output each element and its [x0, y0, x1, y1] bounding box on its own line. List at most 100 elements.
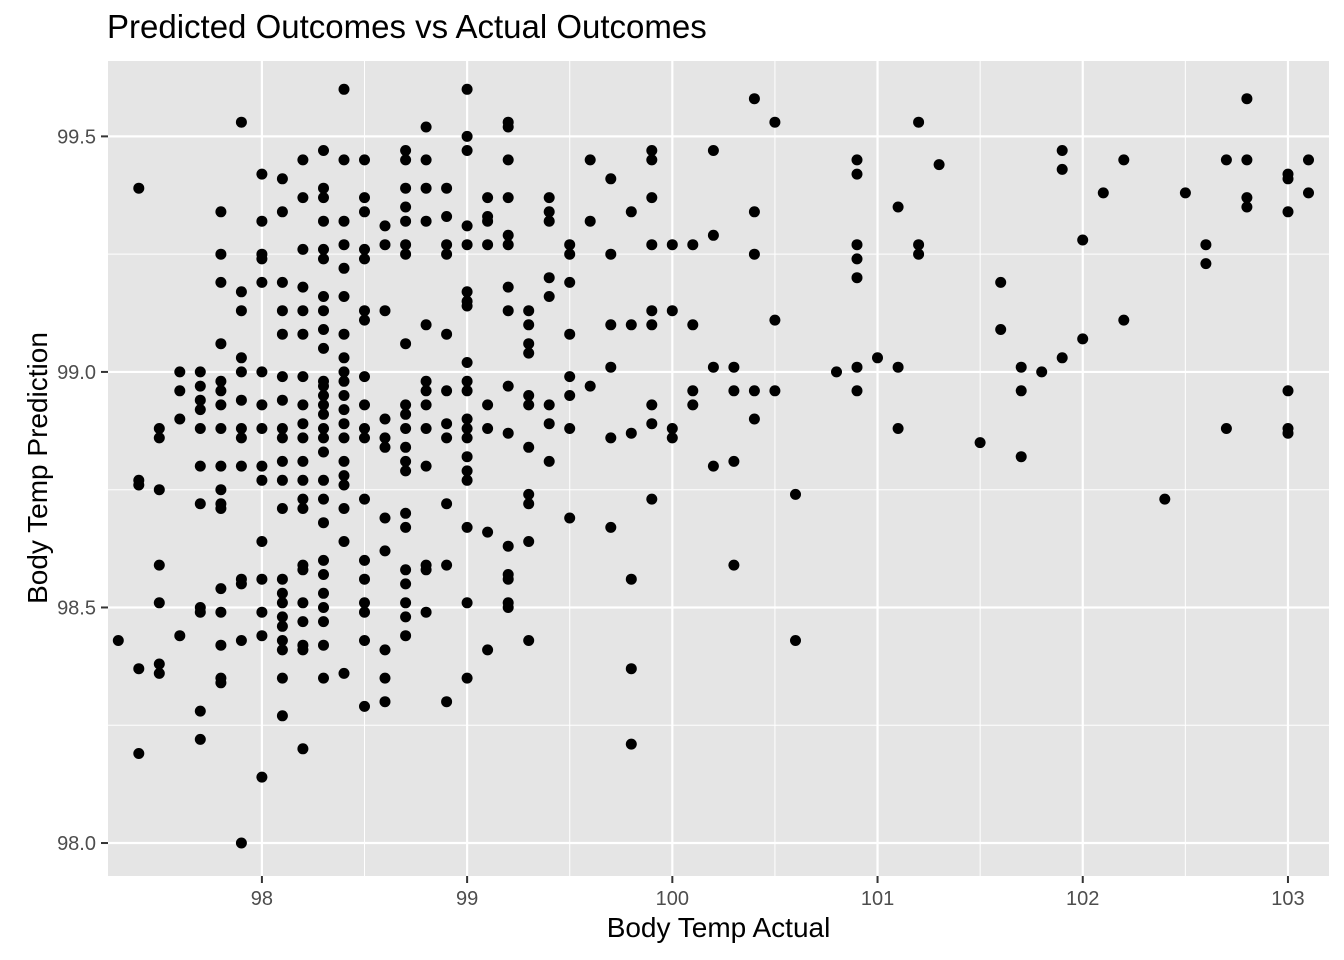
data-point — [646, 154, 658, 166]
data-point — [420, 423, 432, 434]
data-point — [359, 597, 370, 609]
data-point — [359, 606, 370, 618]
data-point — [441, 211, 453, 222]
data-point — [728, 361, 740, 373]
data-point — [400, 201, 412, 213]
data-point — [215, 503, 227, 514]
data-point — [461, 474, 473, 486]
data-point — [625, 663, 637, 675]
data-point — [707, 361, 719, 373]
data-point — [400, 597, 412, 609]
data-point — [256, 276, 268, 288]
data-point — [543, 206, 555, 218]
data-point — [625, 206, 637, 218]
data-point — [625, 738, 637, 750]
data-point — [338, 455, 350, 467]
data-point — [543, 291, 555, 302]
data-point — [256, 253, 268, 265]
data-point — [276, 423, 288, 434]
data-point — [318, 342, 329, 354]
data-point — [441, 239, 453, 251]
data-point — [297, 192, 309, 204]
data-point — [1200, 258, 1212, 270]
data-point — [276, 371, 288, 383]
data-point — [215, 583, 227, 595]
data-point — [666, 423, 678, 434]
data-point — [133, 182, 145, 194]
data-point — [769, 116, 781, 128]
data-point — [215, 606, 227, 618]
data-point — [646, 319, 658, 331]
data-point — [338, 328, 350, 340]
data-point — [646, 239, 658, 251]
data-point — [153, 597, 165, 609]
data-point — [400, 441, 412, 453]
data-point — [790, 488, 801, 500]
data-point — [215, 248, 227, 260]
data-point — [153, 432, 165, 444]
data-point — [400, 154, 412, 166]
data-point — [707, 460, 719, 472]
data-point — [400, 248, 412, 260]
data-point — [338, 404, 350, 416]
data-point — [461, 432, 473, 444]
data-point — [359, 423, 370, 434]
data-point — [379, 672, 391, 684]
data-point — [318, 569, 329, 580]
data-point — [543, 215, 555, 227]
data-point — [256, 606, 268, 618]
data-point — [276, 597, 288, 609]
data-point — [420, 319, 432, 331]
data-point — [276, 587, 288, 599]
data-point — [359, 371, 370, 383]
data-point — [523, 347, 535, 359]
data-point — [194, 498, 206, 510]
data-point — [194, 460, 206, 472]
data-point — [359, 554, 370, 566]
data-point — [646, 418, 658, 430]
data-point — [543, 399, 555, 411]
data-point — [235, 305, 247, 317]
data-point — [769, 314, 781, 326]
data-point — [235, 837, 247, 849]
data-point — [276, 644, 288, 656]
data-point — [297, 305, 309, 317]
data-point — [359, 573, 370, 585]
data-point — [564, 512, 576, 524]
data-point — [215, 338, 227, 350]
data-point — [584, 380, 596, 392]
data-point — [523, 536, 535, 547]
data-point — [851, 361, 863, 373]
data-point — [1303, 187, 1314, 199]
data-point — [256, 573, 268, 585]
data-point — [851, 272, 863, 284]
data-point — [338, 390, 350, 401]
data-point — [276, 620, 288, 632]
data-point — [276, 573, 288, 585]
data-point — [297, 474, 309, 486]
data-point — [112, 635, 124, 646]
data-point — [461, 672, 473, 684]
data-point — [359, 206, 370, 218]
data-point — [276, 672, 288, 684]
data-point — [318, 399, 329, 411]
data-point — [297, 281, 309, 293]
data-point — [543, 272, 555, 284]
data-point — [564, 276, 576, 288]
data-point — [420, 399, 432, 411]
data-point — [1220, 154, 1232, 166]
data-point — [461, 83, 473, 95]
data-point — [523, 441, 535, 453]
data-point — [276, 455, 288, 467]
data-point — [1036, 366, 1048, 378]
data-point — [256, 399, 268, 411]
data-point — [297, 455, 309, 467]
data-point — [564, 248, 576, 260]
x-tick-label: 99 — [456, 888, 478, 910]
data-point — [359, 700, 370, 712]
data-point — [338, 432, 350, 444]
data-point — [420, 182, 432, 194]
data-point — [646, 305, 658, 317]
data-point — [276, 394, 288, 406]
data-point — [1056, 163, 1068, 175]
